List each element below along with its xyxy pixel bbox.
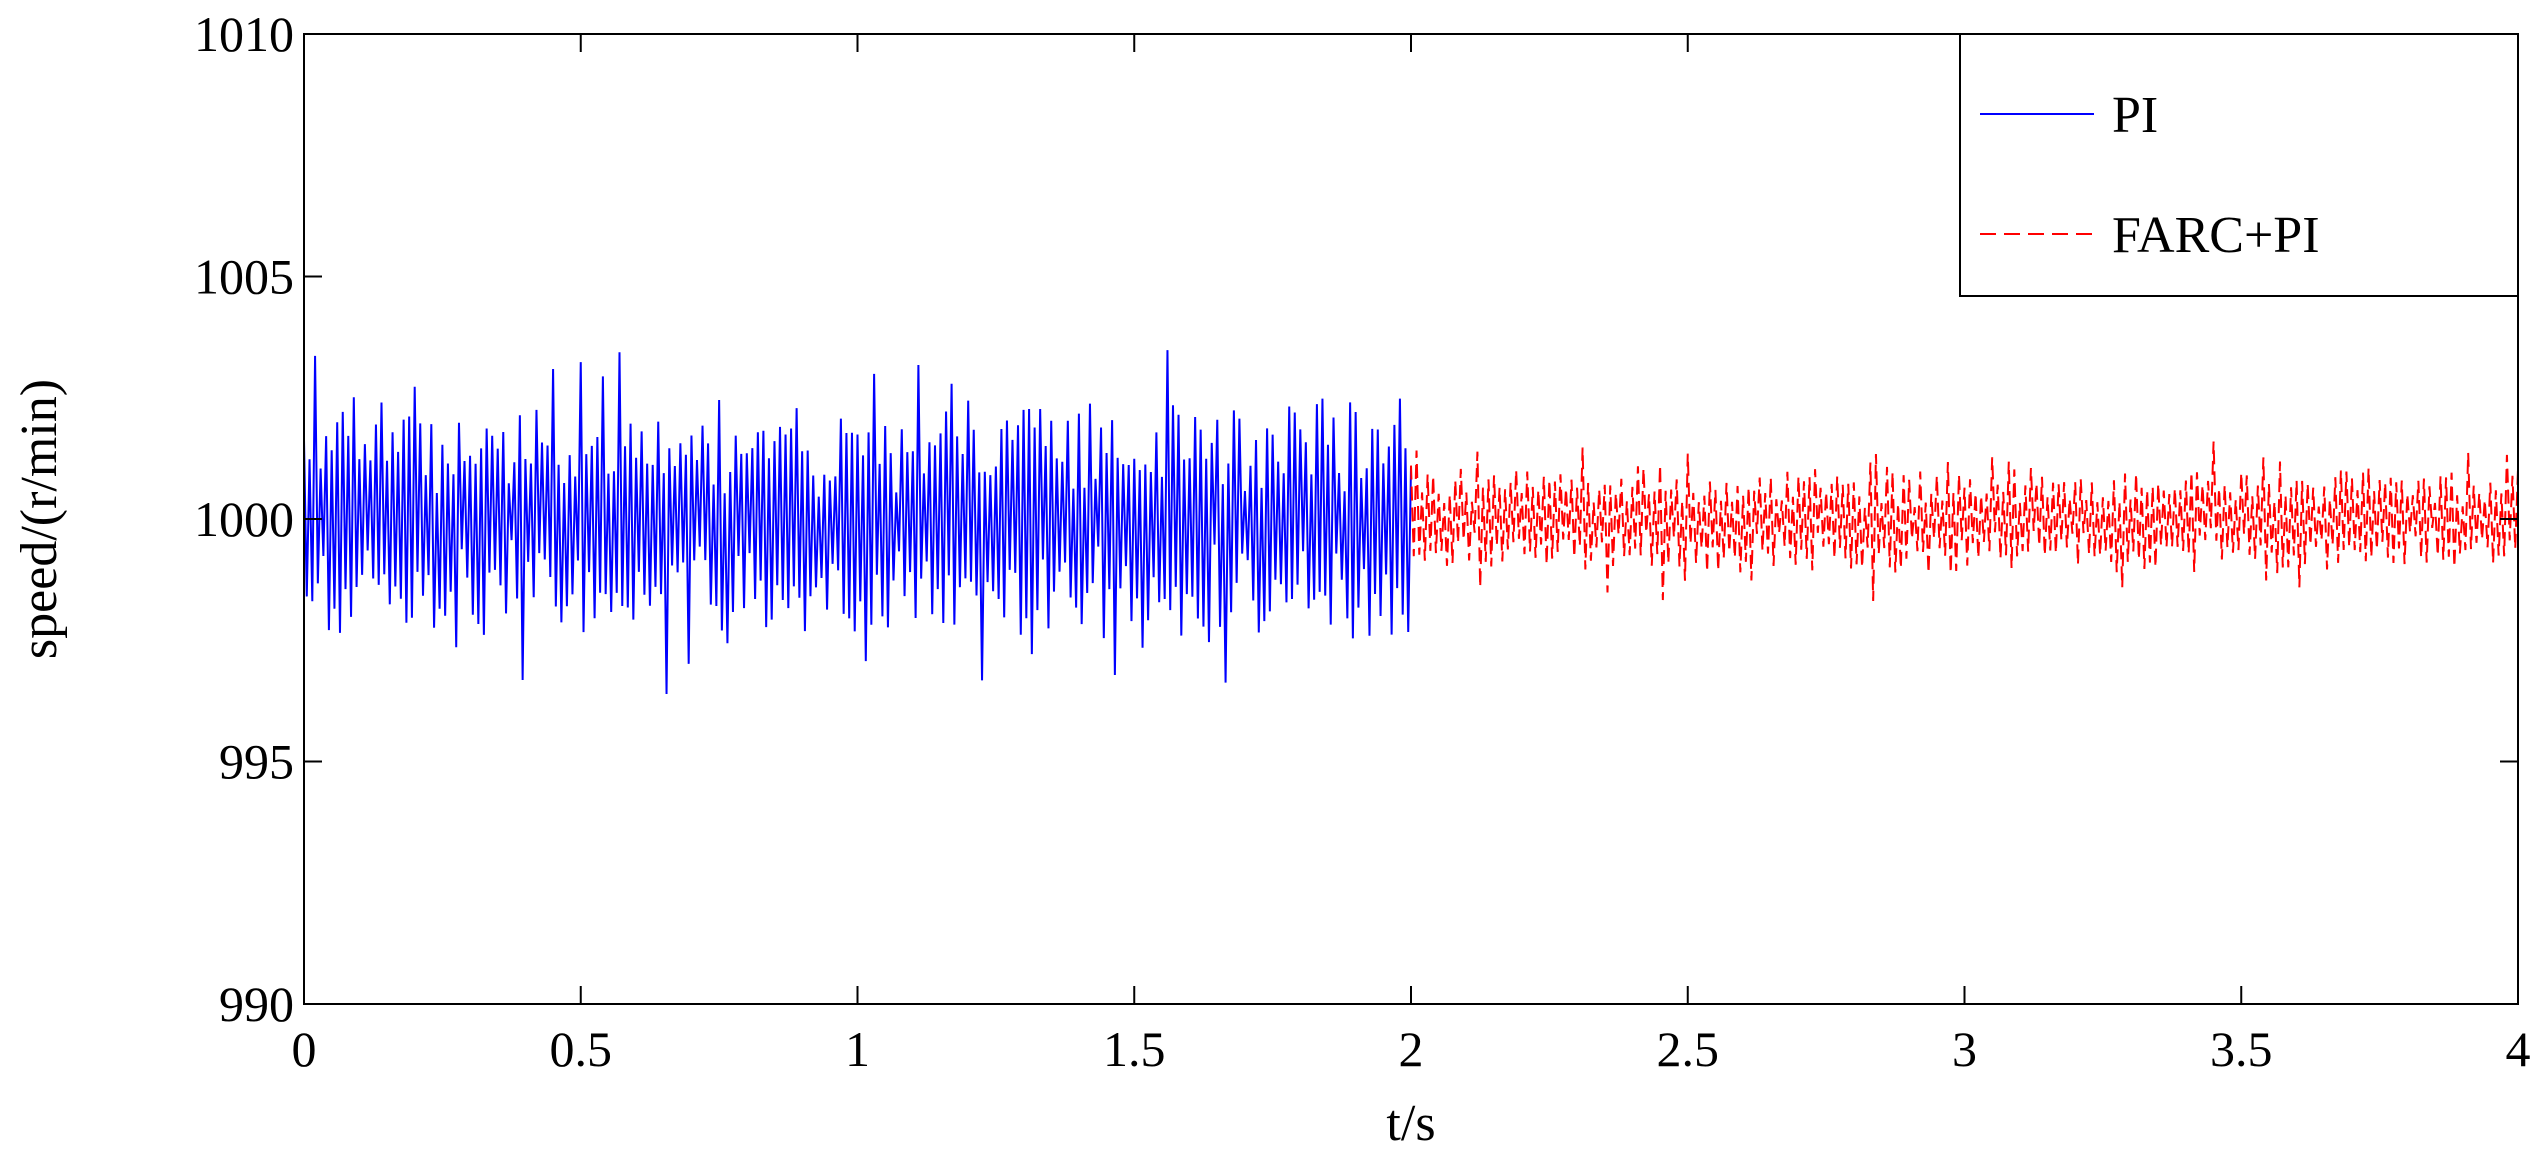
x-tick-label: 3 xyxy=(1952,1021,1977,1077)
y-tick-label: 990 xyxy=(219,976,294,1032)
legend-box xyxy=(1959,33,2519,297)
series-line-pi xyxy=(303,350,1412,695)
series-layer xyxy=(303,350,2519,695)
y-tick-label: 995 xyxy=(219,734,294,790)
legend-label-pi: PI xyxy=(2112,87,2158,144)
x-tick-label: 0.5 xyxy=(550,1021,613,1077)
x-axis-title: t/s xyxy=(1386,1095,1435,1152)
legend-label-farc-pi: FARC+PI xyxy=(2112,207,2320,264)
x-tick-label: 4 xyxy=(2506,1021,2530,1077)
x-tick-label: 0 xyxy=(292,1021,317,1077)
x-tick-label: 2 xyxy=(1399,1021,1424,1077)
y-axis-title: speed/(r/min) xyxy=(11,379,68,659)
x-tick-label: 1 xyxy=(845,1021,870,1077)
legend: PI FARC+PI xyxy=(1959,33,2519,297)
series-line-farc-pi xyxy=(1410,441,2519,601)
x-tick-label: 1.5 xyxy=(1103,1021,1166,1077)
tick-label-layer: 0 0.5 1 1.5 2 2.5 3 3.5 4 990 995 1000 1005 1010 xyxy=(194,6,2530,1077)
y-tick-label: 1010 xyxy=(194,6,294,62)
x-tick-label: 3.5 xyxy=(2210,1021,2273,1077)
y-tick-label: 1005 xyxy=(194,249,294,305)
y-tick-label: 1000 xyxy=(194,491,294,547)
tick-layer xyxy=(303,33,2519,1005)
x-tick-label: 2.5 xyxy=(1657,1021,1720,1077)
